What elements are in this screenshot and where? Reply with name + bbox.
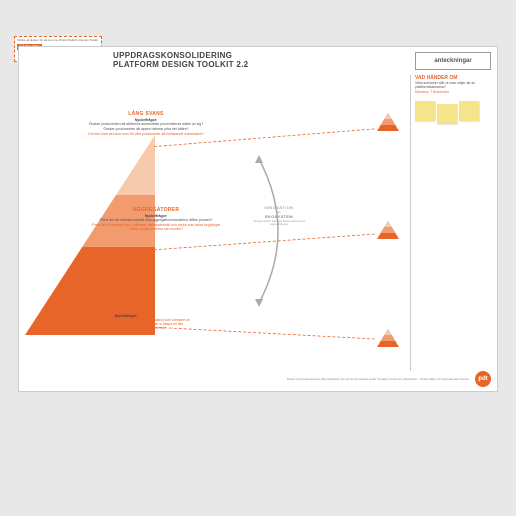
notes-box: anteckningar [415,52,491,70]
canvas-sheet: UPPDRAGSKONSOLIDERING PLATFORM DESIGN TO… [18,46,498,392]
header: UPPDRAGSKONSOLIDERING PLATFORM DESIGN TO… [19,47,497,75]
main-area: LÅNG SVANS Nyckelfrågor: Önskar producen… [25,75,411,371]
sticky-row [415,101,491,124]
agg-title: AGGREGATORER [91,207,221,213]
title-line-2: PLATFORM DESIGN TOOLKIT 2.2 [113,61,415,70]
sticky-note[interactable] [415,101,435,121]
mini-triangle-1 [377,113,399,131]
long-tail-title: LÅNG SVANS [81,111,211,117]
long-tail-t3: Det kan klart det som som för villa prod… [81,133,211,137]
title-block: UPPDRAGSKONSOLIDERING PLATFORM DESIGN TO… [25,52,415,70]
footer-text: Detta verk presenterat av Boundaryless S… [287,377,469,381]
agg-t2: Finns det till exempel grp: mälklare, ve… [91,224,221,232]
central-l4: Analys Quick Canvas Dina externa led agn… [251,220,307,227]
section-infra: INFRASTRUKTURER Nyckelfrågor: Vilka är d… [61,307,191,331]
innovation-arc [239,151,319,311]
infra-t1: Vilka är de industriella infrastrukturer… [61,319,191,331]
side-text2: Minnens: 7 Branscher [415,91,491,95]
tab-text: Klicka på länken för att komma till ditt… [17,38,98,42]
mini-triangle-2 [377,221,399,239]
footer: Detta verk presenterat av Boundaryless S… [25,371,491,387]
sticky-note[interactable] [437,104,457,124]
infra-title: INFRASTRUKTURER [61,307,191,313]
side-text1: Vilka scenarier slår ut man väljer att a… [415,82,491,90]
pdt-logo: pdt [475,371,491,387]
mini-triangle-3 [377,329,399,347]
sticky-note[interactable] [459,101,479,121]
side-panel: VAD HÄNDER OM Vilka scenarier slår ut ma… [415,75,491,371]
central-label: INNOVATION Av EKOSYSTEM Analys Quick Can… [251,205,307,227]
section-long-tail: LÅNG SVANS Nyckelfrågor: Önskar producen… [81,111,211,137]
section-aggregators: AGGREGATORER Nyckelfrågor: Finns det att… [91,207,221,232]
notes-label: anteckningar [434,58,471,64]
